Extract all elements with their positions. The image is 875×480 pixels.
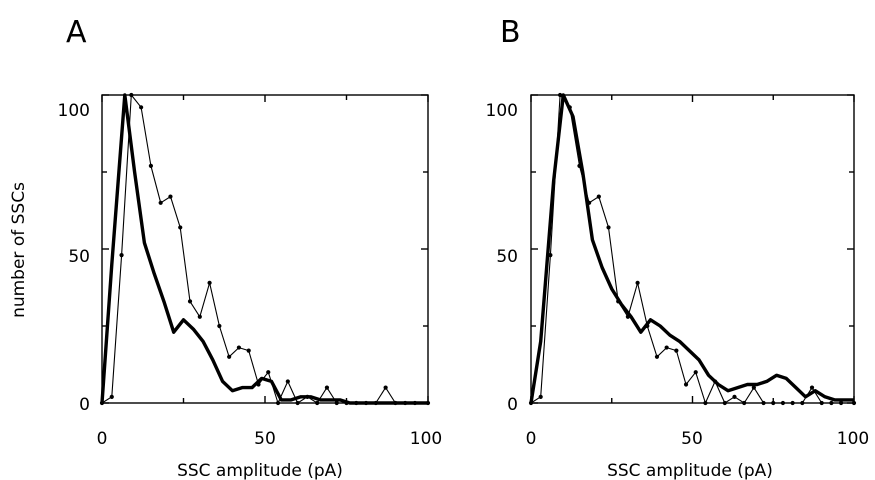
data-point — [538, 394, 543, 399]
data-point — [587, 200, 592, 205]
data-point — [158, 200, 163, 205]
x-tick-label: 100 — [410, 429, 442, 449]
data-point — [703, 400, 708, 406]
data-point — [168, 194, 173, 199]
data-point — [751, 385, 756, 390]
series-line-thin — [530, 94, 854, 404]
data-point — [625, 314, 631, 319]
data-point — [393, 400, 398, 406]
data-point — [109, 394, 114, 399]
y-axis-label: number of SSCs — [9, 182, 29, 318]
data-point — [645, 323, 650, 329]
data-point — [732, 394, 737, 399]
data-point — [683, 382, 689, 387]
data-point — [838, 400, 844, 406]
data-point — [383, 385, 388, 390]
data-point — [246, 348, 251, 353]
data-point — [664, 345, 669, 350]
x-tick-label: 0 — [97, 429, 108, 449]
y-tick-label: 50 — [496, 247, 518, 267]
data-point — [616, 299, 621, 304]
data-point — [674, 348, 679, 353]
data-point — [693, 370, 698, 375]
data-point — [403, 400, 408, 406]
data-point — [129, 92, 134, 98]
data-point — [178, 225, 183, 230]
data-point — [722, 400, 727, 406]
data-point — [139, 105, 144, 110]
series-layer — [99, 92, 431, 406]
data-point — [606, 225, 611, 230]
x-axis-label: SSC amplitude (pA) — [177, 461, 343, 480]
data-point — [227, 354, 232, 359]
data-point — [217, 323, 222, 329]
data-point — [790, 400, 795, 406]
data-point — [780, 400, 786, 406]
data-point — [567, 105, 572, 110]
panel-a: A 0 50 100 0 50 100 SSC amplitude (pA) n… — [9, 15, 442, 480]
y-tick-label: 50 — [68, 247, 90, 267]
data-point — [207, 280, 212, 285]
data-point — [742, 400, 747, 406]
y-tick-label: 100 — [58, 101, 90, 121]
series-line-thick — [529, 93, 854, 404]
plot-frame — [530, 94, 855, 404]
panel-label: A — [66, 15, 87, 50]
data-point — [236, 345, 242, 350]
data-point — [809, 385, 815, 390]
data-point — [315, 400, 320, 406]
x-tick-label: 0 — [526, 429, 537, 449]
data-point — [557, 92, 563, 98]
data-point — [275, 400, 281, 406]
y-tick-label: 100 — [486, 101, 518, 121]
data-point — [596, 194, 601, 199]
series-line-thick — [100, 93, 428, 405]
data-point — [713, 379, 718, 384]
data-point — [761, 400, 766, 406]
data-point — [635, 280, 640, 285]
data-point — [324, 385, 330, 390]
data-point — [577, 163, 582, 168]
data-point — [334, 400, 339, 406]
data-point — [148, 163, 153, 168]
data-point — [654, 354, 660, 359]
panel-label: B — [500, 15, 521, 50]
data-point — [829, 400, 834, 406]
tick-layer — [530, 94, 855, 404]
data-point — [256, 382, 261, 387]
data-point — [305, 394, 310, 399]
data-point — [373, 400, 378, 406]
data-point — [187, 299, 193, 304]
plot-frame — [101, 94, 429, 404]
data-point — [119, 253, 124, 258]
x-tick-label: 50 — [254, 429, 276, 449]
panel-b: B 0 50 100 0 50 100 SSC amplitude (pA) — [486, 15, 870, 480]
data-point — [548, 253, 553, 258]
data-point — [266, 370, 271, 375]
data-point — [819, 400, 824, 406]
tick-layer — [101, 94, 429, 404]
series-line-thin — [101, 94, 428, 404]
x-tick-label: 50 — [681, 429, 703, 449]
data-point — [800, 400, 805, 406]
y-tick-label: 0 — [507, 395, 518, 415]
data-point — [197, 314, 202, 319]
data-point — [412, 400, 418, 406]
data-point — [295, 400, 300, 406]
series-layer — [528, 92, 857, 406]
data-point — [285, 379, 290, 384]
data-point — [363, 400, 369, 406]
x-axis-label: SSC amplitude (pA) — [607, 461, 773, 480]
x-tick-label: 100 — [837, 429, 869, 449]
y-tick-label: 0 — [79, 395, 90, 415]
data-point — [354, 400, 359, 406]
